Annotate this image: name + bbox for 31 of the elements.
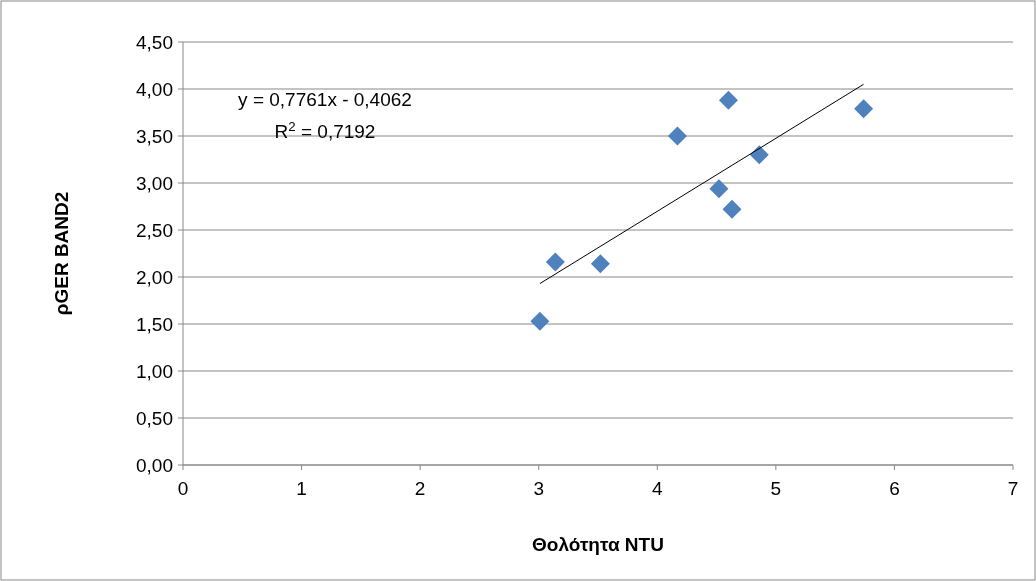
y-tick-label: 4,50 xyxy=(136,31,173,53)
annotation: R$^{2}$ = 0,7192 xyxy=(274,118,376,142)
y-tick-label: 1,50 xyxy=(136,313,173,335)
x-tick-label: 1 xyxy=(296,478,307,499)
annotation: y = 0,7761x - 0,4062 xyxy=(238,89,412,110)
y-tick-label: 0,50 xyxy=(136,407,173,429)
point xyxy=(590,254,610,274)
x-tick-label: 6 xyxy=(889,478,900,499)
point xyxy=(709,179,729,199)
x-tick-label: 5 xyxy=(770,478,782,499)
point xyxy=(667,126,687,146)
point xyxy=(722,199,742,219)
y-tick-label: 1,00 xyxy=(136,360,173,382)
y-tick-label: 3,00 xyxy=(136,172,173,194)
y-tick-label: 0,00 xyxy=(136,454,173,476)
x-tick-label: 0 xyxy=(177,478,189,499)
y-axis-title: ρGER BAND2 xyxy=(51,191,72,316)
x-tick-label: 4 xyxy=(652,478,663,499)
x-axis-title: Θολότητα NTU xyxy=(532,534,664,555)
y-tick-label: 4,00 xyxy=(136,78,173,100)
y-tick-label: 3,50 xyxy=(136,125,173,147)
point xyxy=(530,311,550,331)
point xyxy=(545,252,565,272)
x-tick-label: 7 xyxy=(1007,478,1019,499)
y-tick-label: 2,50 xyxy=(136,219,173,241)
point xyxy=(749,145,769,165)
point xyxy=(718,90,738,110)
x-tick-label: 2 xyxy=(414,478,426,499)
x-tick-label: 3 xyxy=(533,478,544,499)
y-tick-label: 2,00 xyxy=(136,266,173,288)
point xyxy=(854,99,874,119)
